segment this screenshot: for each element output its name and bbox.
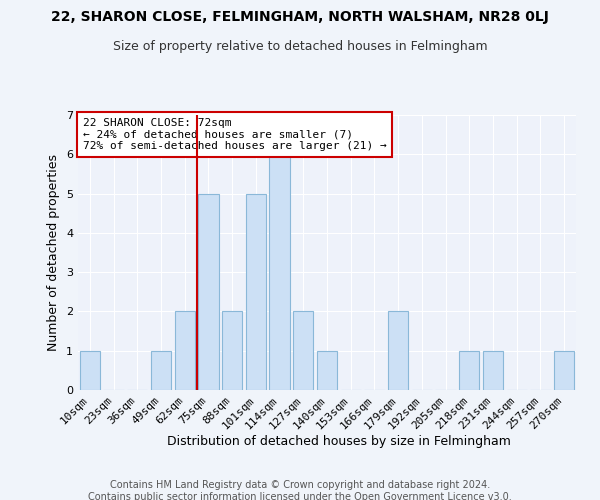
Text: Size of property relative to detached houses in Felmingham: Size of property relative to detached ho… <box>113 40 487 53</box>
Text: Contains HM Land Registry data © Crown copyright and database right 2024.: Contains HM Land Registry data © Crown c… <box>110 480 490 490</box>
Bar <box>246 194 266 390</box>
Bar <box>80 350 100 390</box>
Text: Contains public sector information licensed under the Open Government Licence v3: Contains public sector information licen… <box>88 492 512 500</box>
Text: 22, SHARON CLOSE, FELMINGHAM, NORTH WALSHAM, NR28 0LJ: 22, SHARON CLOSE, FELMINGHAM, NORTH WALS… <box>51 10 549 24</box>
Bar <box>222 312 242 390</box>
Bar <box>269 154 290 390</box>
Bar <box>317 350 337 390</box>
Bar <box>459 350 479 390</box>
Bar <box>151 350 171 390</box>
Bar <box>293 312 313 390</box>
Bar <box>483 350 503 390</box>
Bar <box>554 350 574 390</box>
Text: 22 SHARON CLOSE: 72sqm
← 24% of detached houses are smaller (7)
72% of semi-deta: 22 SHARON CLOSE: 72sqm ← 24% of detached… <box>83 118 387 151</box>
Bar <box>388 312 408 390</box>
Text: Distribution of detached houses by size in Felmingham: Distribution of detached houses by size … <box>167 435 511 448</box>
Bar <box>175 312 195 390</box>
Bar <box>199 194 218 390</box>
Y-axis label: Number of detached properties: Number of detached properties <box>47 154 61 351</box>
